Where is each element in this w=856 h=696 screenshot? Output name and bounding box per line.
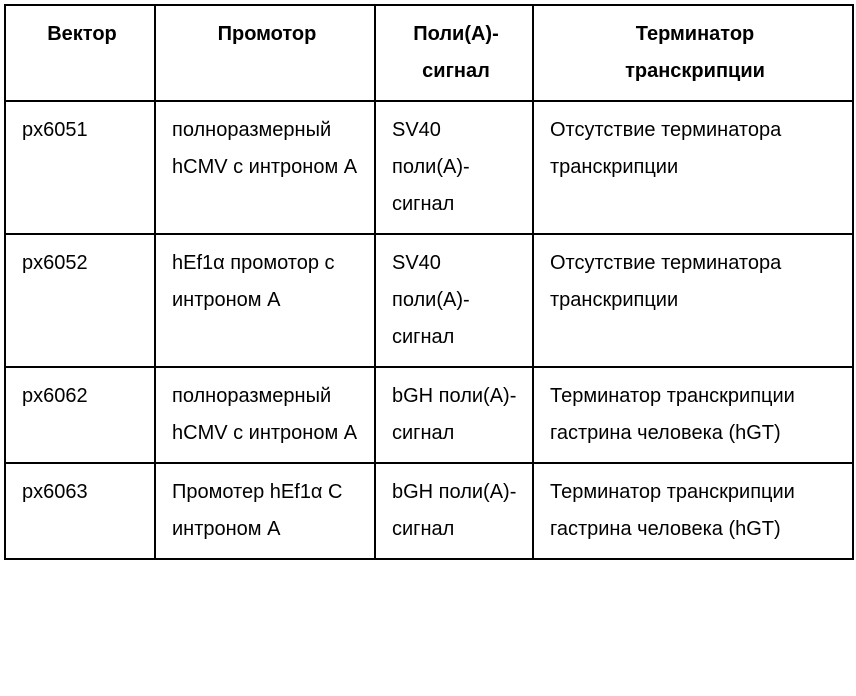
cell-vector: px6051 bbox=[5, 101, 155, 234]
col-header-text: Вектор bbox=[22, 16, 142, 53]
cell-promoter: полноразмерный hCMV с интроном А bbox=[155, 367, 375, 463]
col-header-text: сигнал bbox=[392, 53, 520, 90]
col-header-text: Терминатор bbox=[550, 16, 840, 53]
col-header-promoter: Промотор bbox=[155, 5, 375, 101]
table-row: px6063 Промотер hEf1α С интроном А bGH п… bbox=[5, 463, 853, 559]
col-header-terminator: Терминатор транскрипции bbox=[533, 5, 853, 101]
cell-vector: px6063 bbox=[5, 463, 155, 559]
cell-polya: bGH поли(А)-сигнал bbox=[375, 367, 533, 463]
cell-terminator: Терминатор транскрипции гастрина человек… bbox=[533, 367, 853, 463]
cell-terminator: Отсутствие терминатора транскрипции bbox=[533, 234, 853, 367]
table-row: px6062 полноразмерный hCMV с интроном А … bbox=[5, 367, 853, 463]
cell-polya: SV40 поли(А)-сигнал bbox=[375, 101, 533, 234]
col-header-text: транскрипции bbox=[550, 53, 840, 90]
cell-polya: SV40 поли(А)-сигнал bbox=[375, 234, 533, 367]
table-header-row: Вектор Промотор Поли(А)- сигнал Терминат… bbox=[5, 5, 853, 101]
col-header-text: Промотор bbox=[172, 16, 362, 53]
cell-promoter: полноразмерный hCMV с интроном А bbox=[155, 101, 375, 234]
col-header-vector: Вектор bbox=[5, 5, 155, 101]
cell-terminator: Терминатор транскрипции гастрина человек… bbox=[533, 463, 853, 559]
cell-promoter: Промотер hEf1α С интроном А bbox=[155, 463, 375, 559]
table-row: px6051 полноразмерный hCMV с интроном А … bbox=[5, 101, 853, 234]
vectors-table: Вектор Промотор Поли(А)- сигнал Терминат… bbox=[4, 4, 854, 560]
cell-vector: px6062 bbox=[5, 367, 155, 463]
table-body: px6051 полноразмерный hCMV с интроном А … bbox=[5, 101, 853, 559]
cell-terminator: Отсутствие терминатора транскрипции bbox=[533, 101, 853, 234]
table-row: px6052 hEf1α промотор с интроном А SV40 … bbox=[5, 234, 853, 367]
cell-polya: bGH поли(А)-сигнал bbox=[375, 463, 533, 559]
col-header-text: Поли(А)- bbox=[392, 16, 520, 53]
cell-vector: px6052 bbox=[5, 234, 155, 367]
col-header-polya: Поли(А)- сигнал bbox=[375, 5, 533, 101]
cell-promoter: hEf1α промотор с интроном А bbox=[155, 234, 375, 367]
